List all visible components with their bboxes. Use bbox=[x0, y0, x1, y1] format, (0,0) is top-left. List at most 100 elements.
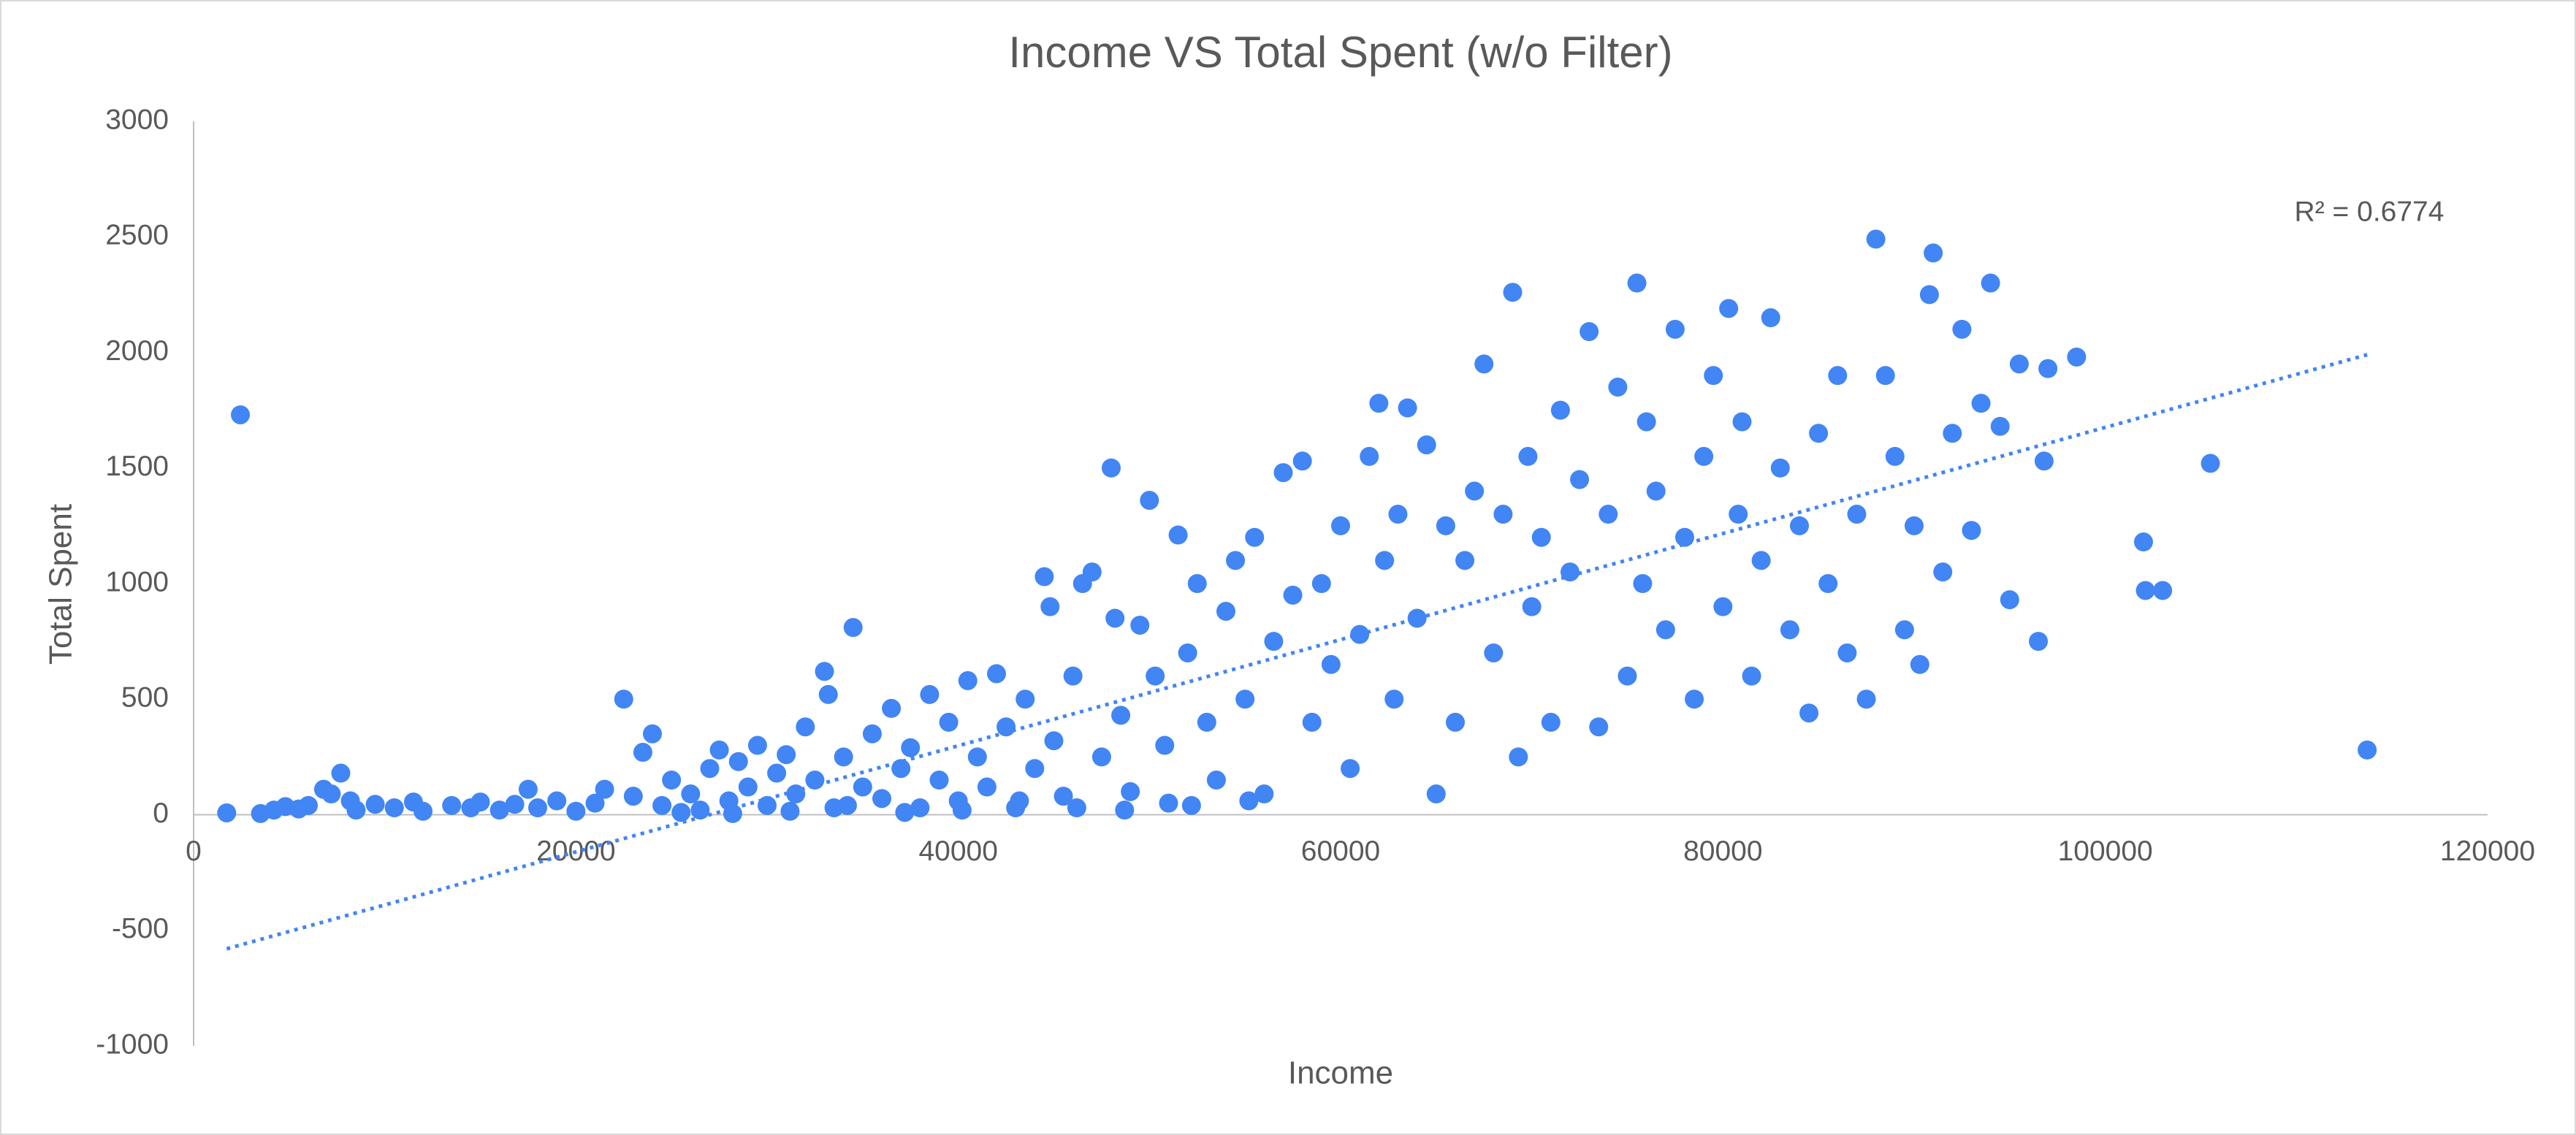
point bbox=[967, 747, 987, 767]
point bbox=[1181, 795, 1201, 815]
y-tick-label: 2000 bbox=[105, 335, 169, 367]
point bbox=[585, 793, 605, 813]
point bbox=[595, 779, 614, 799]
point bbox=[1341, 759, 1360, 779]
x-tick-label: 40000 bbox=[918, 836, 997, 867]
point bbox=[1694, 446, 1714, 466]
point bbox=[1015, 689, 1035, 709]
point bbox=[815, 662, 834, 681]
point bbox=[1719, 299, 1739, 318]
point bbox=[1943, 424, 1962, 443]
y-tick-label: -500 bbox=[112, 913, 169, 944]
point bbox=[384, 798, 404, 818]
point bbox=[1809, 424, 1829, 443]
point bbox=[796, 717, 815, 737]
point bbox=[1426, 784, 1446, 804]
point bbox=[929, 771, 949, 790]
point bbox=[1239, 791, 1259, 811]
point bbox=[853, 777, 872, 797]
point bbox=[1919, 285, 1939, 305]
point bbox=[1828, 366, 1848, 386]
point bbox=[1187, 574, 1207, 593]
point bbox=[614, 689, 633, 709]
point bbox=[1321, 654, 1341, 674]
x-tick-label: 100000 bbox=[2058, 836, 2153, 867]
point bbox=[1971, 394, 1991, 413]
point bbox=[920, 684, 940, 704]
point bbox=[1790, 516, 1809, 535]
point bbox=[1770, 458, 1790, 478]
point bbox=[1685, 689, 1704, 709]
x-tick-label: 0 bbox=[186, 836, 202, 867]
point bbox=[1178, 643, 1197, 662]
point bbox=[1550, 400, 1570, 420]
point bbox=[1541, 712, 1561, 732]
point bbox=[566, 801, 586, 821]
trendline bbox=[226, 353, 2368, 951]
y-tick-label: 1500 bbox=[105, 451, 169, 482]
x-axis-title: Income bbox=[1288, 1055, 1393, 1091]
point bbox=[2029, 632, 2049, 651]
point bbox=[321, 784, 341, 804]
point bbox=[1665, 319, 1685, 339]
point bbox=[1082, 562, 1102, 582]
point bbox=[1713, 597, 1733, 616]
point bbox=[901, 738, 921, 757]
point bbox=[2000, 590, 2019, 610]
point bbox=[217, 803, 237, 822]
point bbox=[643, 724, 662, 744]
y-tick-label: -1000 bbox=[96, 1028, 169, 1060]
point bbox=[1561, 562, 1579, 582]
point bbox=[1875, 366, 1895, 386]
point bbox=[1283, 585, 1303, 605]
point bbox=[414, 801, 432, 821]
point bbox=[1053, 787, 1073, 806]
point bbox=[2358, 740, 2377, 760]
point bbox=[987, 664, 1006, 684]
point bbox=[1856, 689, 1876, 709]
point bbox=[1655, 620, 1675, 640]
point bbox=[1398, 398, 1417, 418]
point bbox=[1067, 798, 1086, 818]
point bbox=[671, 803, 691, 822]
point bbox=[2134, 532, 2153, 552]
chart-title: Income VS Total Spent (w/o Filter) bbox=[1008, 28, 1672, 77]
point bbox=[470, 792, 490, 812]
point bbox=[882, 698, 902, 718]
point bbox=[700, 759, 720, 779]
point bbox=[633, 743, 652, 763]
point bbox=[939, 712, 959, 732]
y-tick-label: 2500 bbox=[105, 220, 169, 251]
point bbox=[738, 777, 758, 797]
point bbox=[2038, 359, 2058, 378]
point bbox=[1799, 703, 1819, 723]
x-tick-label: 60000 bbox=[1301, 836, 1380, 867]
point bbox=[346, 800, 366, 820]
point bbox=[528, 798, 547, 818]
point bbox=[1436, 516, 1455, 535]
point bbox=[1446, 712, 1465, 732]
y-axis-title: Total Spent bbox=[43, 504, 79, 665]
point bbox=[862, 724, 882, 744]
point bbox=[1025, 759, 1045, 779]
point bbox=[977, 777, 997, 797]
point bbox=[1636, 412, 1656, 432]
point bbox=[1729, 505, 1748, 524]
point bbox=[843, 618, 863, 638]
point bbox=[1465, 481, 1485, 501]
point bbox=[1302, 712, 1322, 732]
point bbox=[299, 795, 318, 815]
point bbox=[1751, 551, 1771, 570]
point bbox=[1254, 784, 1274, 804]
point bbox=[1130, 615, 1150, 635]
point bbox=[1040, 597, 1060, 616]
point bbox=[805, 771, 825, 790]
point bbox=[780, 801, 800, 821]
point bbox=[1503, 283, 1523, 302]
point bbox=[518, 779, 538, 799]
point bbox=[1962, 521, 1981, 540]
point bbox=[723, 803, 742, 823]
point bbox=[1933, 562, 1953, 582]
point bbox=[952, 800, 972, 820]
point bbox=[1847, 505, 1867, 524]
